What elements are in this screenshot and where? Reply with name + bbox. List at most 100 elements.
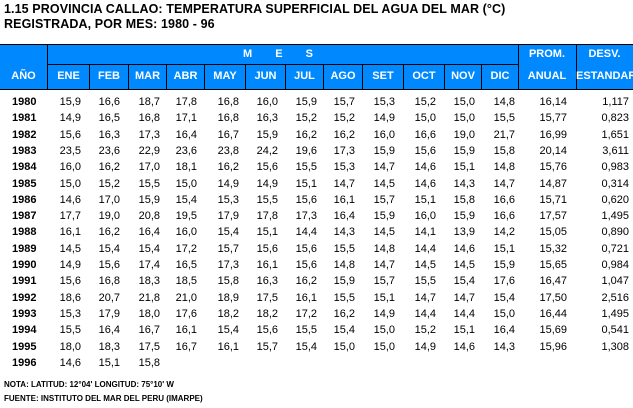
- temp-cell: 22,9: [138, 144, 160, 157]
- temp-cell: 24,2: [256, 144, 278, 157]
- temp-cell: 14,5: [373, 226, 395, 239]
- temp-cell: 14,9: [373, 112, 395, 125]
- temp-cell: 15,0: [453, 112, 475, 125]
- temp-cell: 16,2: [217, 161, 239, 174]
- temp-cell: 15,8: [493, 144, 515, 157]
- header-col-divider: [204, 64, 205, 90]
- header-anual: ANUAL: [527, 70, 567, 82]
- year-cell: 1987: [12, 210, 37, 223]
- temp-cell: 23,6: [98, 144, 120, 157]
- header-month-may: MAY: [213, 70, 237, 82]
- prom-cell: 15,77: [539, 112, 567, 125]
- table-row: 1986 14,6 17,0 15,9 15,4 15,3 15,5 15,6 16,1 15,7…: [0, 192, 633, 208]
- temp-cell: 21,8: [138, 291, 160, 304]
- year-cell: 1980: [12, 96, 37, 108]
- temp-cell: 16,6: [493, 210, 515, 223]
- temp-cell: 15,9: [59, 96, 81, 108]
- desv-cell: 1,117: [602, 96, 629, 108]
- temp-cell: 14,6: [414, 161, 436, 174]
- temp-cell: 15,5: [138, 177, 160, 190]
- header-col-divider: [576, 44, 577, 90]
- temp-cell: 15,3: [333, 161, 355, 174]
- temp-cell: 15,1: [453, 324, 475, 337]
- temp-cell: 15,0: [333, 340, 355, 353]
- table-subtitle: REGISTRADA, POR MES: 1980 - 96: [4, 17, 215, 31]
- header-col-divider: [518, 44, 519, 90]
- header-top-border: [0, 44, 633, 45]
- temp-cell: 20,8: [138, 210, 160, 223]
- temp-cell: 15,4: [98, 242, 120, 255]
- temp-cell: 15,3: [373, 96, 395, 108]
- header-col-divider: [128, 64, 129, 90]
- year-cell: 1996: [12, 356, 37, 369]
- temp-cell: 16,1: [256, 259, 278, 271]
- temp-cell: 18,5: [175, 275, 197, 288]
- temp-cell: 15,7: [333, 96, 355, 108]
- desv-cell: 1,047: [601, 275, 629, 288]
- temp-cell: 15,0: [59, 177, 81, 190]
- temp-cell: 17,3: [295, 210, 317, 223]
- temp-cell: 16,6: [98, 96, 120, 108]
- header-col-divider: [245, 64, 246, 90]
- temp-cell: 16,2: [295, 275, 317, 288]
- temp-cell: 16,2: [295, 128, 317, 141]
- temp-cell: 15,5: [295, 161, 317, 174]
- year-cell: 1983: [12, 144, 37, 157]
- header-col-divider: [285, 64, 286, 90]
- header-col-divider: [481, 64, 482, 90]
- temp-cell: 15,6: [295, 242, 317, 255]
- temp-cell: 15,4: [333, 324, 355, 337]
- table-row: 1981 14,9 16,5 16,8 17,1 16,8 16,3 15,2 15,2 14,9…: [0, 110, 633, 126]
- temp-cell: 15,8: [138, 356, 160, 369]
- table-row: 1989 14,5 15,4 15,4 17,2 15,7 15,6 15,6 15,5 14,8…: [0, 241, 633, 257]
- table-row: 1988 16,1 16,2 16,4 16,0 15,4 15,1 14,4 14,3 14,5…: [0, 224, 633, 240]
- temp-cell: 14,5: [59, 242, 81, 255]
- temp-cell: 15,6: [98, 259, 120, 271]
- temp-cell: 15,4: [453, 275, 475, 288]
- temp-cell: 16,3: [256, 112, 278, 125]
- desv-cell: 0,984: [601, 259, 629, 271]
- temp-cell: 18,3: [98, 340, 120, 353]
- table-row: 1994 15,5 16,4 16,7 16,1 15,4 15,6 15,5 15,4 15,0…: [0, 322, 633, 338]
- year-cell: 1981: [12, 112, 37, 125]
- temp-cell: 15,2: [295, 112, 317, 125]
- year-cell: 1988: [12, 226, 37, 239]
- temp-cell: 16,1: [175, 324, 197, 337]
- temp-cell: 15,8: [453, 193, 475, 206]
- prom-cell: 17,57: [539, 210, 567, 223]
- header-month-dic: DIC: [490, 70, 510, 82]
- year-cell: 1995: [12, 340, 37, 353]
- temp-cell: 14,9: [256, 177, 278, 190]
- header-col-divider: [47, 44, 48, 90]
- temp-cell: 21,0: [175, 291, 197, 304]
- header-col-divider: [444, 64, 445, 90]
- table-row: 1996 14,6 15,1 15,8: [0, 355, 633, 371]
- table-row: 1995 18,0 18,3 17,5 16,7 16,1 15,7 15,4 15,0 15,0…: [0, 339, 633, 355]
- desv-cell: 0,823: [601, 112, 629, 125]
- temp-cell: 15,0: [373, 340, 395, 353]
- table-row: 1992 18,6 20,7 21,8 21,0 18,9 17,5 16,1 15,5 15,1…: [0, 290, 633, 306]
- temp-cell: 14,8: [493, 96, 515, 108]
- table-row: 1980 15,9 16,6 18,7 17,8 16,8 16,0 15,9 15,7 15,3…: [0, 94, 633, 110]
- temp-cell: 15,9: [295, 96, 317, 108]
- temp-cell: 14,9: [217, 177, 239, 190]
- temp-cell: 15,3: [59, 307, 81, 320]
- desv-cell: 0,541: [601, 324, 629, 337]
- temp-cell: 16,1: [295, 291, 317, 304]
- prom-cell: 15,05: [539, 226, 567, 239]
- header-mes: M E S: [243, 48, 323, 60]
- temp-cell: 16,2: [333, 307, 355, 320]
- temp-cell: 15,9: [333, 275, 355, 288]
- temp-cell: 16,4: [175, 128, 197, 141]
- prom-cell: 15,76: [539, 161, 567, 174]
- temp-cell: 14,3: [493, 340, 515, 353]
- table-row: 1993 15,3 17,9 18,0 17,6 18,2 18,2 17,2 16,2 14,9…: [0, 306, 633, 322]
- header-col-divider: [166, 64, 167, 90]
- temp-cell: 15,1: [453, 161, 475, 174]
- temp-cell: 16,3: [256, 275, 278, 288]
- header-month-ago: AGO: [330, 70, 356, 82]
- table-row: 1990 14,9 15,6 17,4 16,5 17,3 16,1 15,6 14,8 14,7…: [0, 257, 633, 273]
- temp-cell: 15,2: [414, 324, 436, 337]
- table-row: 1983 23,5 23,6 22,9 23,6 23,8 24,2 19,6 17,3 15,9…: [0, 143, 633, 159]
- temp-cell: 14,7: [414, 291, 436, 304]
